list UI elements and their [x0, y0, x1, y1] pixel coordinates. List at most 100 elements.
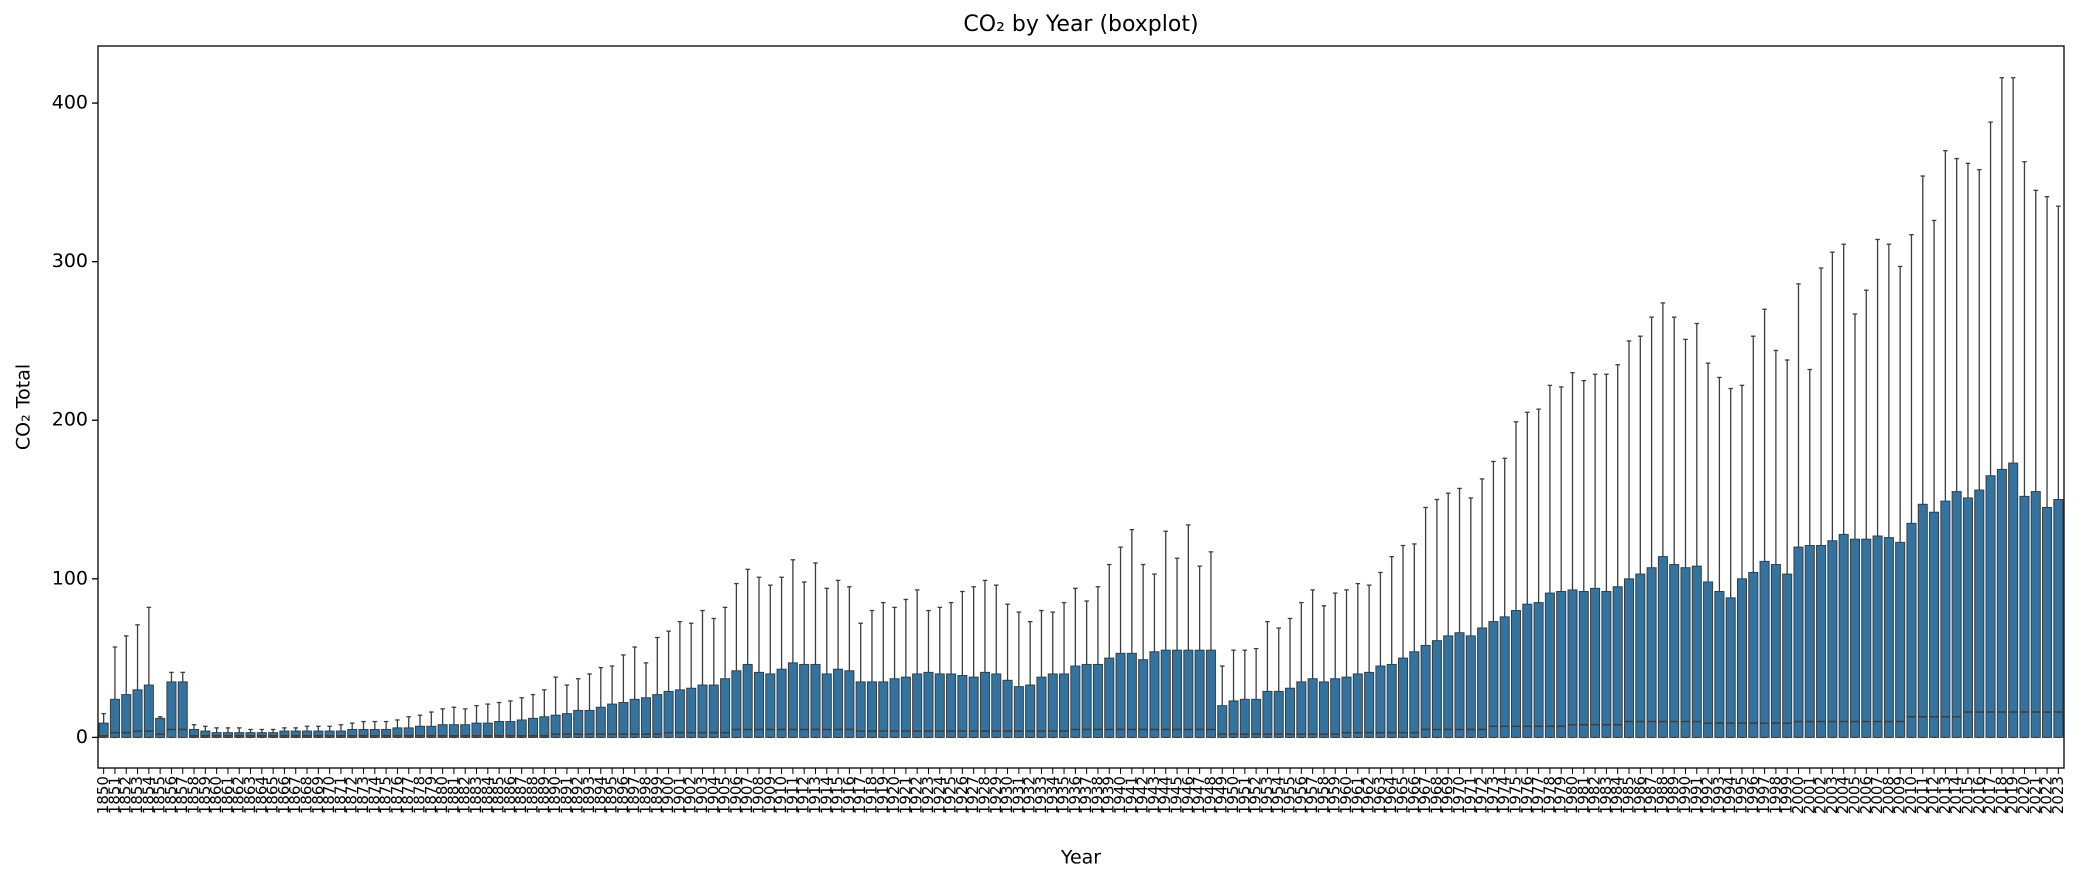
box [1488, 621, 1499, 738]
box [1736, 578, 1748, 738]
x-tick-label: 2023 [2049, 776, 2067, 814]
box [663, 690, 674, 738]
x-tick-label: 1936 [1066, 776, 1084, 814]
x-tick-label: 1971 [1461, 776, 1479, 814]
x-tick-label: 1888 [524, 776, 542, 814]
box [991, 673, 1002, 738]
x-tick-label: 1981 [1574, 776, 1592, 814]
x-tick-label: 2018 [1992, 776, 2010, 814]
box [324, 730, 335, 738]
x-tick-label: 1954 [1269, 776, 1287, 814]
x-tick-label: 1974 [1495, 776, 1513, 814]
box [765, 673, 776, 738]
x-tick-label: 2003 [1823, 776, 1841, 814]
x-tick-label: 1963 [1371, 776, 1389, 814]
x-tick-label: 1855 [151, 776, 169, 814]
box [460, 724, 471, 738]
x-tick-label: 2022 [2038, 776, 2056, 814]
x-tick-label: 1987 [1642, 776, 1660, 814]
box [245, 732, 256, 738]
box [1770, 564, 1781, 738]
x-tick-label: 1984 [1608, 776, 1626, 814]
x-tick-label: 1985 [1619, 776, 1637, 814]
box [1036, 676, 1047, 738]
box [392, 727, 403, 738]
box [1273, 690, 1284, 738]
x-tick-label: 1953 [1258, 776, 1276, 814]
x-tick-label: 1893 [580, 776, 598, 814]
x-tick-label: 1907 [738, 776, 756, 814]
x-tick-label: 1920 [885, 776, 903, 814]
box [1205, 649, 1216, 738]
x-tick-label: 1973 [1484, 776, 1502, 814]
box [629, 698, 640, 738]
x-tick-label: 2005 [1845, 776, 1863, 814]
box [550, 714, 561, 738]
x-tick-label: 1913 [806, 776, 824, 814]
box [607, 703, 618, 738]
x-tick-label: 2021 [2026, 776, 2044, 814]
box [810, 663, 821, 738]
x-tick-label: 2001 [1800, 776, 1818, 814]
x-tick-label: 1857 [173, 776, 191, 814]
x-tick-label: 1976 [1518, 776, 1536, 814]
box [1533, 602, 1544, 738]
box [1454, 632, 1465, 738]
box [1861, 538, 1872, 738]
box [799, 663, 810, 738]
x-tick-label: 1997 [1755, 776, 1773, 814]
box [595, 706, 606, 738]
box [1635, 573, 1646, 738]
x-tick-label: 1992 [1699, 776, 1717, 814]
x-tick-label: 1946 [1179, 776, 1197, 814]
box [833, 668, 844, 738]
box [1782, 573, 1793, 738]
box [189, 728, 200, 738]
x-tick-label: 1871 [331, 776, 349, 814]
x-tick-label: 1903 [693, 776, 711, 814]
x-tick-label: 1867 [286, 776, 304, 814]
x-tick-label: 2014 [1947, 776, 1965, 814]
box [1827, 540, 1838, 738]
x-tick-label: 1940 [1111, 776, 1129, 814]
x-tick-label: 2020 [2015, 776, 2033, 814]
x-tick-label: 1900 [659, 776, 677, 814]
box [177, 681, 188, 738]
box [1262, 690, 1273, 738]
box [979, 671, 990, 738]
box [584, 709, 595, 738]
x-tick-label: 1864 [252, 776, 270, 814]
box [403, 727, 414, 738]
box [1285, 687, 1296, 738]
x-tick-label: 1906 [727, 776, 745, 814]
y-tick-label: 100 [52, 567, 88, 589]
x-tick-label: 1898 [636, 776, 654, 814]
box [1477, 627, 1488, 738]
box [2019, 495, 2030, 738]
box [1872, 535, 1883, 738]
x-tick-label: 1991 [1687, 776, 1705, 814]
x-tick-label: 1966 [1405, 776, 1423, 814]
box [1465, 635, 1476, 738]
x-tick-label: 1917 [851, 776, 869, 814]
box [1669, 564, 1680, 738]
x-tick-label: 1911 [783, 776, 801, 814]
x-tick-label: 2013 [1936, 776, 1954, 814]
x-tick-label: 2007 [1868, 776, 1886, 814]
box [821, 673, 832, 738]
y-tick-label: 200 [52, 409, 88, 431]
x-tick-label: 1925 [942, 776, 960, 814]
x-tick-label: 1880 [433, 776, 451, 814]
x-tick-label: 1894 [591, 776, 609, 814]
box [516, 719, 527, 738]
box [1443, 635, 1454, 738]
box [776, 668, 787, 738]
box [109, 698, 120, 738]
box [1499, 616, 1510, 738]
box [1149, 651, 1160, 738]
x-tick-label: 1905 [716, 776, 734, 814]
box [1906, 522, 1917, 738]
x-tick-label: 2012 [1925, 776, 1943, 814]
x-tick-label: 1949 [1213, 776, 1231, 814]
